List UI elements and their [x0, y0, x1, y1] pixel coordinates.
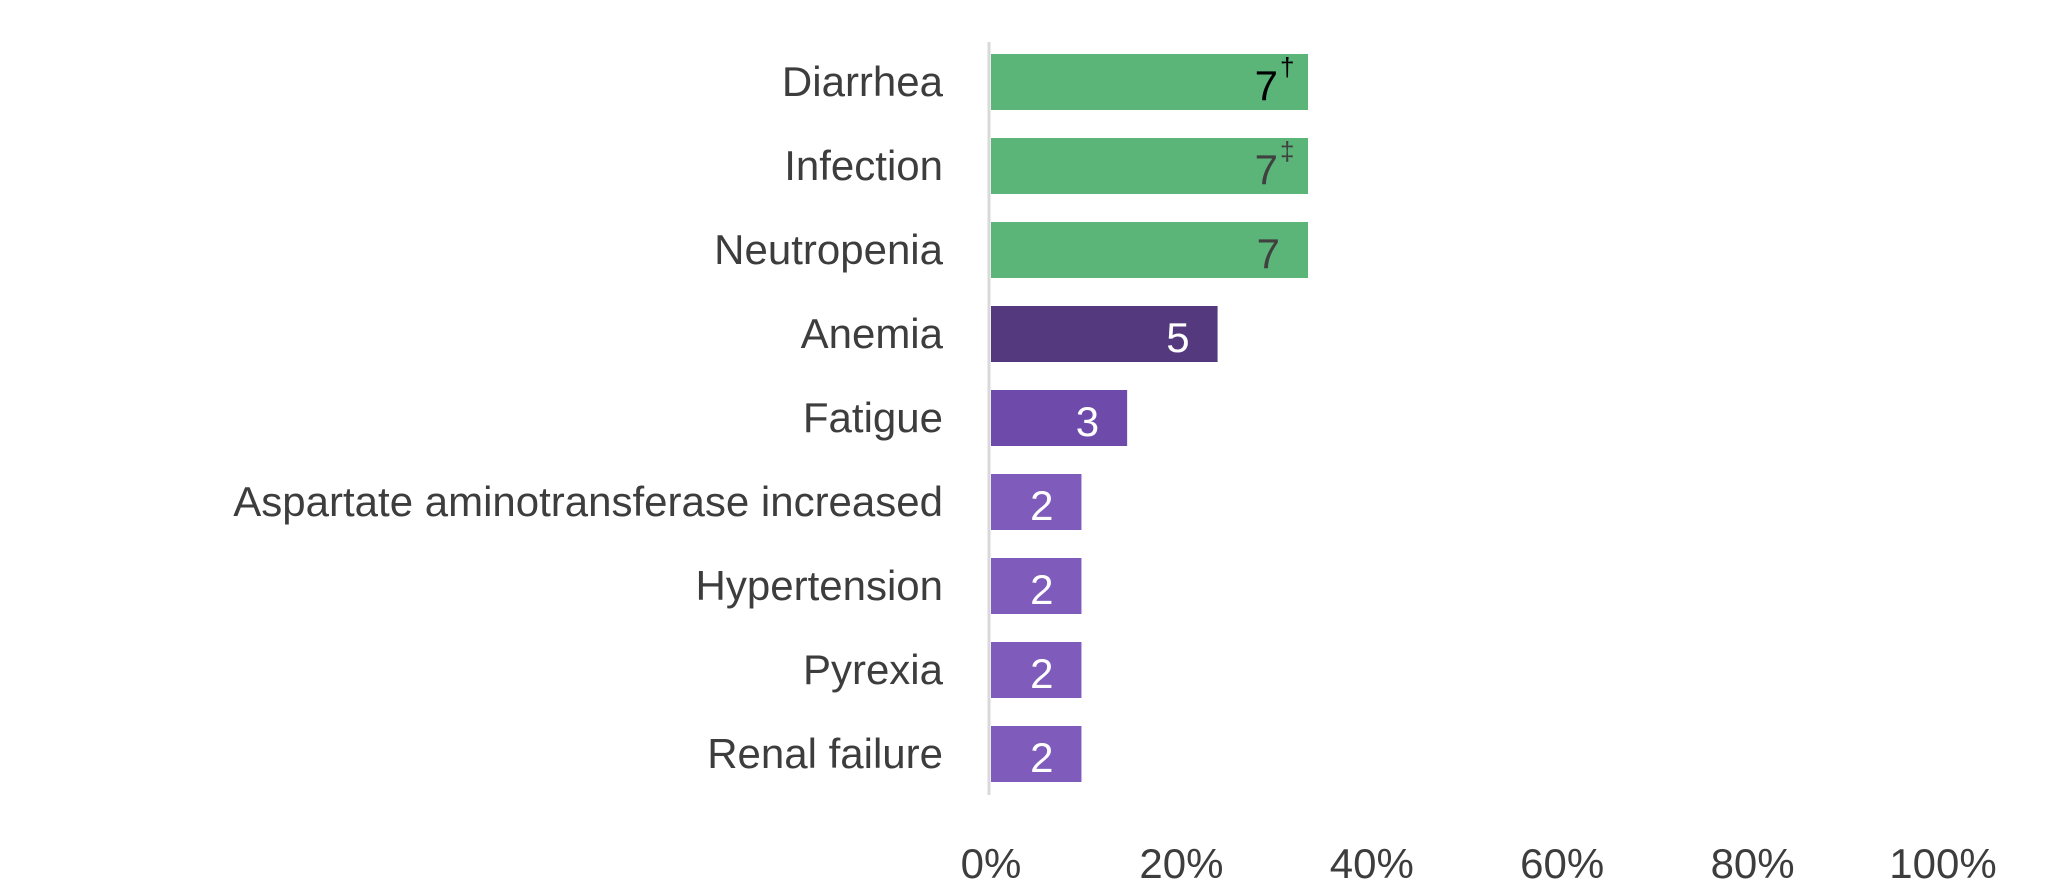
data-label-sup-diarrhea: †: [1280, 52, 1294, 82]
data-label-aspartate-aminotransferase-increased: 2: [1030, 482, 1053, 529]
x-axis-ticks: 0% 20% 40% 60% 80% 100%: [961, 840, 1997, 887]
category-label-diarrhea: Diarrhea: [782, 58, 944, 105]
category-label-aspartate-aminotransferase-increased: Aspartate aminotransferase increased: [233, 478, 943, 525]
category-label-pyrexia: Pyrexia: [803, 646, 944, 693]
x-tick-label-2: 40%: [1330, 840, 1414, 887]
bar-fatigue: [991, 390, 1128, 446]
data-label-neutropenia: 7: [1257, 230, 1280, 277]
data-label-renal-failure: 2: [1030, 734, 1053, 781]
category-label-infection: Infection: [784, 142, 943, 189]
x-tick-label-5: 100%: [1889, 840, 1996, 887]
bar-infection: [991, 138, 1309, 194]
bar-aspartate-aminotransferase-increased: [991, 474, 1082, 530]
category-label-anemia: Anemia: [801, 310, 944, 357]
bar-pyrexia: [991, 642, 1082, 698]
data-label-pyrexia: 2: [1030, 650, 1053, 697]
data-label-infection: 7: [1255, 146, 1278, 193]
category-label-neutropenia: Neutropenia: [714, 226, 943, 273]
x-tick-label-3: 60%: [1520, 840, 1604, 887]
category-label-hypertension: Hypertension: [696, 562, 943, 609]
bars-layer: [991, 54, 1309, 782]
x-tick-label-4: 80%: [1711, 840, 1795, 887]
data-label-sup-infection: ‡: [1280, 136, 1294, 166]
data-label-hypertension: 2: [1030, 566, 1053, 613]
bar-anemia: [991, 306, 1218, 362]
category-labels: Diarrhea Infection Neutropenia Anemia Fatigu…: [233, 58, 943, 777]
x-tick-label-0: 0%: [961, 840, 1022, 887]
data-label-anemia: 5: [1166, 314, 1189, 361]
bar-neutropenia: [991, 222, 1309, 278]
x-tick-label-1: 20%: [1139, 840, 1223, 887]
bar-diarrhea: [991, 54, 1309, 110]
data-label-fatigue: 3: [1076, 398, 1099, 445]
bar-renal-failure: [991, 726, 1082, 782]
category-label-renal-failure: Renal failure: [707, 730, 943, 777]
data-label-diarrhea: 7: [1255, 62, 1278, 109]
bar-hypertension: [991, 558, 1082, 614]
category-label-fatigue: Fatigue: [803, 394, 943, 441]
